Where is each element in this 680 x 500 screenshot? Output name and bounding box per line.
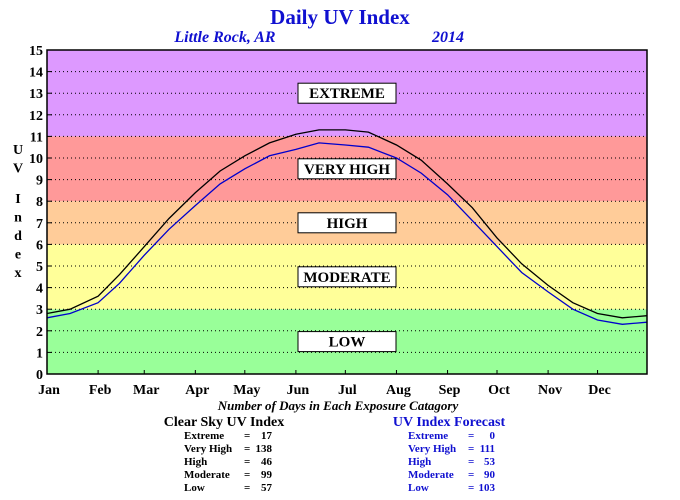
band-label-text: MODERATE <box>303 270 390 286</box>
y-tick-label: 2 <box>36 325 43 340</box>
chart-title: Daily UV Index <box>270 5 410 29</box>
summary-equals: = <box>244 430 250 442</box>
forecast-series-line <box>46 142 648 325</box>
month-label-nov: Nov <box>538 383 562 398</box>
y-tick-label: 9 <box>36 174 43 189</box>
x-axis-note: Number of Days in Each Exposure Catagory <box>217 398 459 413</box>
month-label-oct: Oct <box>488 383 510 398</box>
summary-equals: = <box>468 456 474 468</box>
y-tick-label: 14 <box>29 66 43 81</box>
month-label-feb: Feb <box>89 383 112 398</box>
band-label-text: LOW <box>329 335 366 351</box>
summary-value-low: 57 <box>261 482 273 494</box>
forecast-summary-title: UV Index Forecast <box>393 415 506 430</box>
summary-value-extreme: 17 <box>261 430 273 442</box>
summary-label-extreme: Extreme <box>408 430 448 442</box>
month-label-jul: Jul <box>338 383 357 398</box>
y-tick-label: 13 <box>29 87 43 102</box>
band-label-extreme: EXTREME <box>297 82 397 104</box>
plot-frame <box>46 49 648 375</box>
clear-sky-summary-title: Clear Sky UV Index <box>164 415 284 430</box>
summary-label-high: High <box>184 456 207 468</box>
band-label-very-high: VERY HIGH <box>297 158 397 180</box>
summary-equals: = <box>244 443 250 455</box>
summary-label-low: Low <box>184 482 205 494</box>
month-label-mar: Mar <box>133 383 159 398</box>
summary-value-moderate: 90 <box>484 469 496 481</box>
summary-value-extreme: 0 <box>490 430 496 442</box>
band-label-box <box>297 82 397 104</box>
band-label-box <box>297 266 397 288</box>
summary-equals: = <box>244 456 250 468</box>
month-label-aug: Aug <box>386 383 411 398</box>
summary-equals: = <box>244 469 250 481</box>
y-tick-label: 12 <box>29 109 43 124</box>
clear-sky-summary: Clear Sky UV Index Extreme = 17 Very High = 1… <box>164 415 284 494</box>
summary-label-extreme: Extreme <box>184 430 224 442</box>
month-label-apr: Apr <box>185 383 209 398</box>
y-tick-label: 4 <box>36 282 43 297</box>
y-tick-label: 6 <box>36 238 43 253</box>
band-label-box <box>297 331 397 353</box>
y-tick-label: 15 <box>29 44 43 59</box>
y-tick-label: 8 <box>36 195 43 210</box>
summary-label-low: Low <box>408 482 429 494</box>
chart-year: 2014 <box>431 29 464 46</box>
summary-value-very-high: 138 <box>256 443 273 455</box>
month-label-dec: Dec <box>588 383 611 398</box>
y-tick-label: 0 <box>36 368 43 383</box>
clear-sky-series-line <box>46 129 648 319</box>
summary-value-low: 103 <box>479 482 496 494</box>
month-label-jun: Jun <box>287 383 310 398</box>
band-label-box <box>297 212 397 234</box>
exposure-band-labels: LOW MODERATE HIGH VERY HIGH EXTREME <box>297 82 397 353</box>
summary-label-very-high: Very High <box>408 443 456 455</box>
summary-label-high: High <box>408 456 431 468</box>
band-label-box <box>297 158 397 180</box>
forecast-summary: UV Index Forecast Extreme = 0 Very High = 111… <box>393 415 506 494</box>
summary-label-moderate: Moderate <box>408 469 454 481</box>
month-label-may: May <box>233 383 260 398</box>
band-label-low: LOW <box>297 331 397 353</box>
y-tick-label: 1 <box>36 346 43 361</box>
summary-equals: = <box>244 482 250 494</box>
band-label-text: VERY HIGH <box>304 162 390 178</box>
month-label-sep: Sep <box>439 383 461 398</box>
summary-equals: = <box>468 430 474 442</box>
band-label-text: HIGH <box>327 216 368 232</box>
chart-location: Little Rock, AR <box>173 29 276 46</box>
y-tick-label: 7 <box>36 217 43 232</box>
y-tick-label: 3 <box>36 303 43 318</box>
summary-value-high: 53 <box>484 456 496 468</box>
y-tick-label: 11 <box>30 130 43 145</box>
band-label-text: EXTREME <box>309 86 385 102</box>
series-lines <box>46 129 648 325</box>
band-label-high: HIGH <box>297 212 397 234</box>
summary-equals: = <box>468 482 474 494</box>
y-tick-label: 10 <box>29 152 43 167</box>
summary-label-very-high: Very High <box>184 443 232 455</box>
summary-equals: = <box>468 469 474 481</box>
summary-equals: = <box>468 443 474 455</box>
summary-value-high: 46 <box>261 456 273 468</box>
y-tick-label: 5 <box>36 260 43 275</box>
month-label-jan: Jan <box>38 383 60 398</box>
band-label-moderate: MODERATE <box>297 266 397 288</box>
x-axis-month-labels: Jan Feb Mar Apr May Jun Jul Aug Sep Oct Nov Dec <box>38 370 611 398</box>
summary-label-moderate: Moderate <box>184 469 230 481</box>
summary-value-moderate: 99 <box>261 469 273 481</box>
summary-value-very-high: 111 <box>480 443 495 455</box>
